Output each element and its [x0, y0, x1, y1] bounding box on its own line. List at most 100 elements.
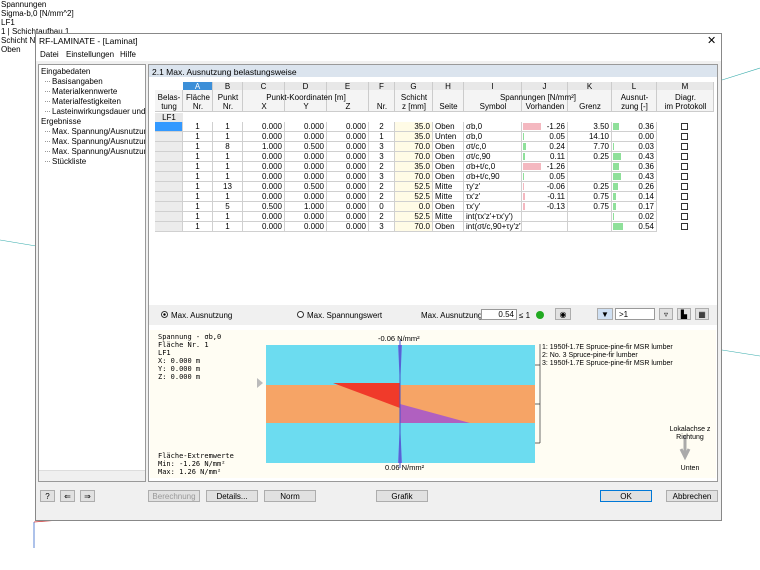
graphic [150, 330, 716, 478]
radio-label[interactable]: Max. Spannungswert [307, 311, 383, 320]
menu-item[interactable]: Hilfe [120, 50, 137, 59]
table-cell: σb,0 [464, 132, 522, 142]
table-cell: 0.43 [612, 172, 657, 182]
filter-dropdown[interactable]: >1 [615, 308, 655, 320]
header-bottom: tung [161, 102, 177, 111]
checkbox[interactable] [681, 123, 688, 130]
row-header[interactable] [155, 152, 183, 162]
menu-item[interactable]: Datei [40, 50, 59, 59]
radio[interactable] [161, 311, 168, 318]
checkbox[interactable] [681, 173, 688, 180]
filter-icon[interactable]: ▿ [659, 308, 673, 320]
table-cell: 2 [369, 212, 395, 222]
column-letter: B [213, 82, 243, 90]
tree-group[interactable]: Eingabedaten [41, 67, 91, 76]
value-bar [523, 163, 541, 170]
export-icon[interactable]: ▦ [695, 308, 709, 320]
filter-button[interactable]: ▼ [597, 308, 613, 320]
row-header[interactable] [155, 132, 183, 142]
tree-item[interactable]: Materialfestigkeiten [52, 97, 121, 106]
tree-item[interactable]: Max. Spannung/Ausnutzung fl [52, 137, 146, 146]
import-button[interactable]: ⇐ [60, 490, 75, 502]
cell-text: 1 [195, 212, 200, 221]
row-header[interactable] [155, 222, 183, 232]
table-cell: 0.54 [612, 222, 657, 232]
table-cell: 0.000 [327, 192, 369, 202]
table-cell: 0.500 [285, 142, 327, 152]
table-cell: 0.500 [285, 182, 327, 192]
checkbox[interactable] [681, 183, 688, 190]
table-cell: σb+t/c,0 [464, 162, 522, 172]
ok-button[interactable]: OK [600, 490, 652, 502]
help-button[interactable]: ? [40, 490, 55, 502]
table-cell: 0.11 [522, 152, 568, 162]
row-header[interactable] [155, 172, 183, 182]
table-cell: 1.000 [243, 142, 285, 152]
tree-line [45, 151, 50, 152]
extreme-text: Min: -1.26 N/mm² [158, 460, 226, 468]
tree-group[interactable]: Ergebnisse [41, 117, 82, 126]
checkbox[interactable] [681, 163, 688, 170]
value-bar [523, 133, 524, 140]
bg-text: Oben [1, 45, 21, 54]
view-button[interactable]: ◉ [555, 308, 571, 320]
row-header[interactable] [155, 182, 183, 192]
table-cell: -1.26 [522, 162, 568, 172]
norm-button[interactable]: Norm [264, 490, 316, 502]
close-button[interactable]: ✕ [707, 35, 717, 47]
table-cell: 1 [213, 132, 243, 142]
cell-text: Unten [435, 132, 457, 141]
checkbox[interactable] [681, 193, 688, 200]
row-header[interactable] [155, 202, 183, 212]
tree-item[interactable]: Max. Spannung/Ausnutzung sc [52, 147, 146, 156]
checkbox[interactable] [681, 223, 688, 230]
tree-item[interactable]: Materialkennwerte [52, 87, 118, 96]
row-header[interactable] [155, 212, 183, 222]
cell-text: 0.05 [549, 172, 565, 181]
table-cell: 3.50 [568, 122, 612, 132]
checkbox[interactable] [681, 213, 688, 220]
cell-text: 1 [225, 162, 230, 171]
table-cell: 0.000 [285, 172, 327, 182]
table-cell: 1 [183, 172, 213, 182]
radio-label[interactable]: Max. Ausnutzung [171, 311, 233, 320]
cell-text: 1.000 [303, 202, 324, 211]
cell-text: τy'z' [466, 182, 481, 191]
row-header[interactable] [155, 122, 183, 132]
cell-text: 14.10 [588, 132, 609, 141]
checkbox[interactable] [681, 203, 688, 210]
radio[interactable] [297, 311, 304, 318]
tree-item[interactable]: Max. Spannung/Ausnutzung be [52, 127, 146, 136]
column-header [327, 90, 369, 112]
cell-text: 0.05 [549, 132, 565, 141]
row-header[interactable] [155, 162, 183, 172]
checkbox[interactable] [681, 133, 688, 140]
panel-title-bar [149, 65, 717, 77]
table-cell: 0.75 [568, 202, 612, 212]
row-header[interactable] [155, 192, 183, 202]
calc-button[interactable]: Berechnung [148, 490, 200, 502]
details-button[interactable]: Details... [206, 490, 258, 502]
tree-item[interactable]: Stückliste [52, 157, 87, 166]
checkbox[interactable] [681, 143, 688, 150]
checkbox[interactable] [681, 153, 688, 160]
export-button[interactable]: ⇒ [80, 490, 95, 502]
tree-item[interactable]: Basisangaben [52, 77, 103, 86]
cancel-button[interactable]: Abbrechen [666, 490, 718, 502]
table-cell: 1 [183, 162, 213, 172]
table-cell: Mitte [433, 192, 464, 202]
bg-line [0, 239, 37, 247]
cell-text: σb,0 [466, 132, 483, 141]
cell-text: 1 [195, 182, 200, 191]
menu-item[interactable]: Einstellungen [66, 50, 115, 59]
tree-item[interactable]: Lasteinwirkungsdauer und Nutz [52, 107, 146, 116]
cell-text: 1 [225, 192, 230, 201]
cell-text: 1 [195, 192, 200, 201]
graphic-button[interactable]: Grafik [376, 490, 428, 502]
chart-icon[interactable]: ▙ [677, 308, 691, 320]
cell-text: 0.36 [638, 122, 654, 131]
cell-text: 70.0 [414, 152, 430, 161]
header-top: Belas- [157, 93, 181, 102]
row-header[interactable] [155, 142, 183, 152]
table-cell: 0.36 [612, 162, 657, 172]
